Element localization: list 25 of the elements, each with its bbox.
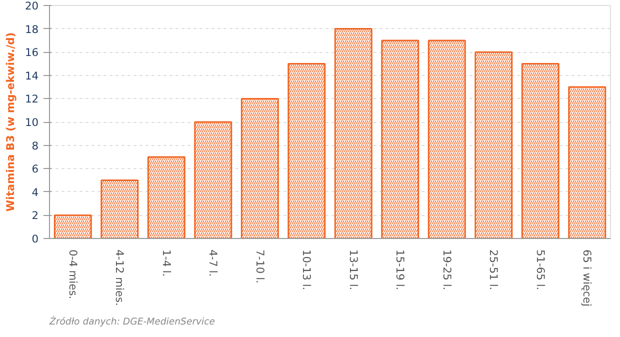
x-tick-label: 10-13 l. bbox=[300, 250, 314, 290]
y-tick-label: 18 bbox=[24, 22, 39, 36]
x-tick-label: 15-19 l. bbox=[394, 250, 407, 290]
x-tick-label: 7-10 l. bbox=[253, 250, 266, 284]
y-tick-label: 12 bbox=[24, 92, 39, 106]
x-tick-label: 13-15 l. bbox=[346, 250, 360, 290]
x-tick-label: 4-7 l. bbox=[206, 250, 220, 277]
x-tick-label: 4-12 mies. bbox=[113, 250, 126, 306]
y-tick-label: 0 bbox=[32, 232, 39, 246]
y-tick-label: 6 bbox=[32, 162, 39, 176]
y-tick-label: 2 bbox=[32, 209, 38, 222]
x-tick-label: 65 i więcej bbox=[580, 250, 594, 306]
y-tick-label: 20 bbox=[24, 0, 39, 12]
y-axis-title: Witamina B3 (w mg-ekwiw./d) bbox=[4, 32, 17, 212]
x-tick-label: 19-25 l. bbox=[440, 250, 454, 290]
y-tick-label: 8 bbox=[32, 139, 39, 152]
x-tick-label: 25-51 l. bbox=[487, 250, 500, 290]
text: Źródło danych: DGE-MedienService bbox=[48, 316, 216, 328]
x-tick-label: 1-4 l. bbox=[160, 250, 173, 277]
y-tick-label: 10 bbox=[24, 116, 39, 129]
y-tick-label: 14 bbox=[24, 69, 39, 82]
x-tick-label: 51-65 l. bbox=[534, 250, 547, 290]
y-tick-label: 16 bbox=[24, 46, 39, 60]
x-tick-label: 0-4 mies. bbox=[66, 250, 80, 300]
y-tick-label: 4 bbox=[32, 186, 39, 199]
